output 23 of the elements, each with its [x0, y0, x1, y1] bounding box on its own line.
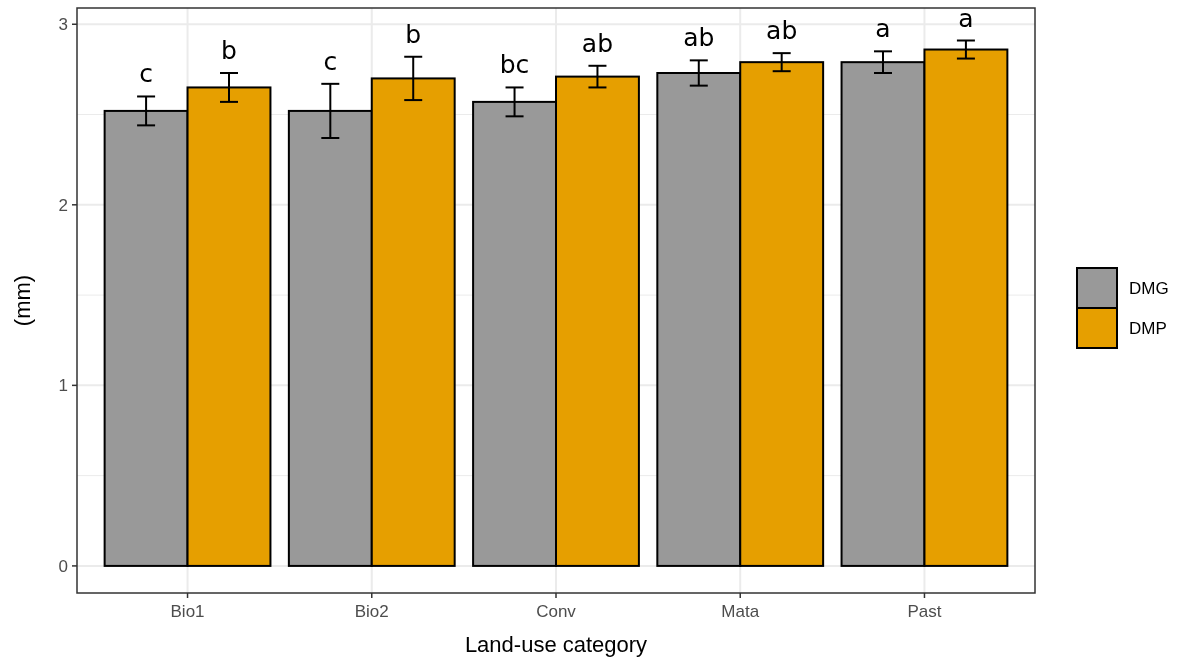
y-tick-label: 2 [58, 195, 68, 215]
legend-label: DMP [1129, 318, 1167, 338]
data-label: a [875, 14, 891, 44]
data-label: b [221, 36, 237, 65]
x-tick-label: Conv [536, 602, 577, 621]
y-tick-label: 0 [58, 556, 68, 576]
data-label: ab [766, 16, 798, 46]
x-tick-label: Bio1 [170, 602, 205, 621]
data-label: ab [683, 23, 715, 53]
y-tick-label: 1 [58, 376, 68, 396]
x-axis-title: Land-use category [464, 632, 648, 657]
y-tick-label: 3 [58, 15, 68, 35]
data-label: a [958, 3, 974, 33]
x-tick-label: Past [907, 602, 942, 621]
y-axis-title: (mm) [10, 274, 35, 327]
legend-label: DMG [1129, 278, 1169, 298]
x-tick-label: Mata [721, 602, 760, 621]
data-label: ab [581, 28, 614, 58]
data-label: c [323, 46, 338, 76]
data-label: bc [499, 50, 530, 80]
x-tick-label: Bio2 [354, 602, 389, 621]
data-label: c [139, 59, 153, 89]
data-label: b [405, 19, 422, 49]
